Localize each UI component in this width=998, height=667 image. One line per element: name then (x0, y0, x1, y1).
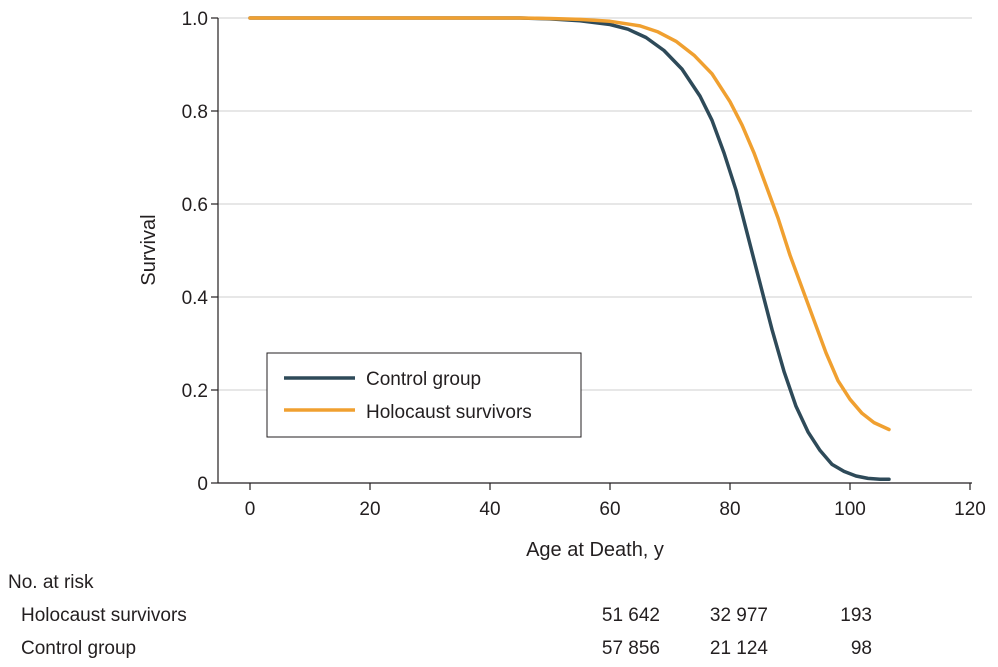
x-tick-label: 60 (599, 499, 620, 520)
y-axis-ticks: 0 0.2 0.4 0.6 0.8 1.0 (182, 9, 218, 495)
x-tick-label: 40 (479, 499, 500, 520)
x-tick-label: 120 (954, 499, 986, 520)
series-line-holocaust-survivors (248, 16, 891, 432)
y-tick-label: 0.8 (182, 102, 208, 123)
risk-value: 57 856 (602, 638, 660, 659)
y-tick-label: 0.6 (182, 195, 208, 216)
risk-value: 193 (840, 605, 872, 626)
y-tick-label: 0 (197, 474, 208, 495)
x-tick-label: 0 (245, 499, 256, 520)
risk-value: 32 977 (710, 605, 768, 626)
y-tick-label: 0.4 (182, 288, 209, 309)
y-tick-label: 0.2 (182, 381, 208, 402)
x-axis-ticks: 0 20 40 60 80 100 120 (245, 483, 986, 520)
risk-value: 51 642 (602, 605, 660, 626)
series-line-control-group (248, 16, 891, 482)
risk-row-label: Holocaust survivors (21, 605, 187, 626)
x-tick-label: 80 (719, 499, 740, 520)
legend-label-survivors: Holocaust survivors (366, 402, 532, 423)
grid-lines (218, 17, 972, 391)
legend-box (266, 352, 582, 438)
y-axis-title: Survival (138, 214, 160, 285)
legend: Control group Holocaust survivors (266, 352, 582, 438)
x-tick-label: 100 (834, 499, 866, 520)
x-axis-title: Age at Death, y (526, 539, 664, 561)
risk-value: 98 (851, 638, 872, 659)
risk-table-heading: No. at risk (8, 572, 94, 593)
series-lines (248, 16, 891, 482)
risk-value: 21 124 (710, 638, 769, 659)
risk-table: No. at risk Holocaust survivors 51 642 3… (8, 572, 872, 659)
risk-row-label: Control group (21, 638, 136, 659)
y-tick-label: 1.0 (182, 9, 208, 30)
legend-label-control: Control group (366, 369, 481, 390)
x-tick-label: 20 (359, 499, 380, 520)
